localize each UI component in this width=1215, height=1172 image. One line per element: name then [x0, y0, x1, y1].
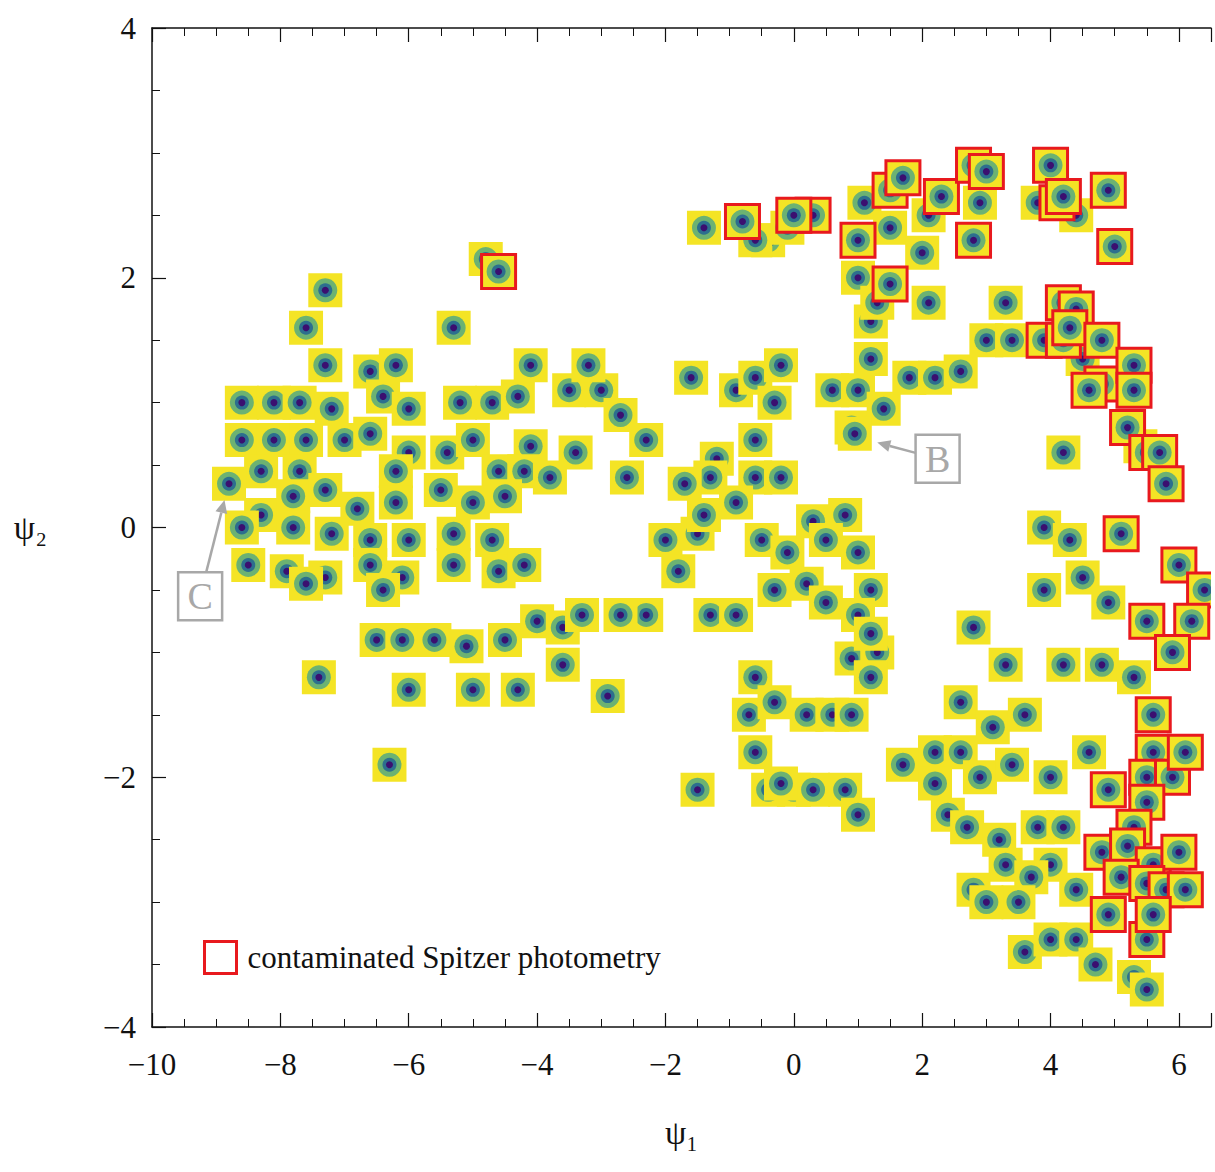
svg-text:0: 0	[786, 1047, 802, 1082]
svg-text:4: 4	[1043, 1047, 1059, 1082]
svg-text:−4: −4	[103, 1010, 136, 1045]
svg-text:−4: −4	[521, 1047, 554, 1082]
svg-text:B: B	[925, 438, 950, 480]
svg-text:2: 2	[914, 1047, 930, 1082]
svg-text:−2: −2	[649, 1047, 682, 1082]
svg-text:2: 2	[121, 260, 137, 295]
svg-text:ψ₁: ψ₁	[665, 1114, 698, 1151]
svg-text:ψ₂: ψ₂	[14, 509, 47, 546]
svg-text:6: 6	[1171, 1047, 1187, 1082]
svg-text:−8: −8	[264, 1047, 297, 1082]
svg-text:−2: −2	[103, 760, 136, 795]
svg-text:4: 4	[121, 11, 137, 46]
svg-text:0: 0	[121, 510, 137, 545]
svg-text:−10: −10	[128, 1047, 176, 1082]
svg-text:C: C	[187, 575, 212, 617]
svg-text:−6: −6	[392, 1047, 425, 1082]
svg-text:contaminated Spitzer photometr: contaminated Spitzer photometry	[248, 940, 662, 975]
